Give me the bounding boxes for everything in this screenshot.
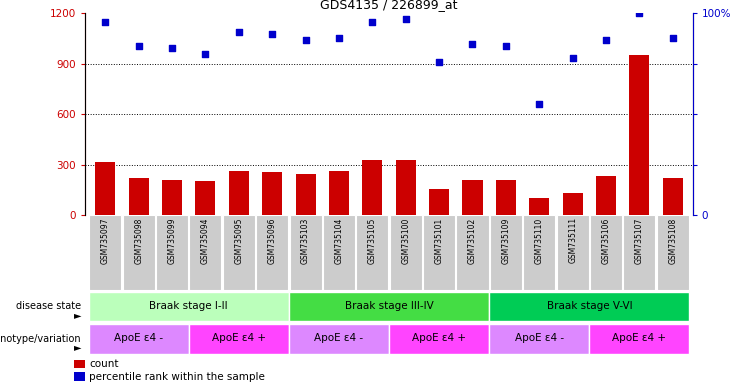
Point xyxy=(366,18,378,25)
Bar xyxy=(390,215,422,290)
Bar xyxy=(296,174,316,215)
Bar xyxy=(262,172,282,215)
Text: Braak stage III-IV: Braak stage III-IV xyxy=(345,301,433,311)
Point xyxy=(567,55,579,61)
Text: ►: ► xyxy=(74,342,82,353)
Bar xyxy=(490,215,522,290)
Bar xyxy=(562,193,582,215)
Bar xyxy=(662,178,682,215)
Point xyxy=(299,36,311,43)
Text: GSM735096: GSM735096 xyxy=(268,217,276,264)
Bar xyxy=(89,324,189,354)
Point xyxy=(99,18,111,25)
Text: GSM735102: GSM735102 xyxy=(468,217,477,263)
Bar xyxy=(423,215,455,290)
Text: GSM735100: GSM735100 xyxy=(401,217,411,264)
Point xyxy=(534,101,545,107)
Bar xyxy=(496,180,516,215)
Point xyxy=(667,35,679,41)
Text: GSM735101: GSM735101 xyxy=(435,217,444,263)
Point xyxy=(400,17,412,23)
Bar xyxy=(122,215,155,290)
Text: ApoE ε4 -: ApoE ε4 - xyxy=(314,333,364,343)
Title: GDS4135 / 226899_at: GDS4135 / 226899_at xyxy=(320,0,458,11)
Bar xyxy=(73,359,84,368)
Bar xyxy=(396,160,416,215)
Text: GSM735095: GSM735095 xyxy=(234,217,243,264)
Text: ApoE ε4 +: ApoE ε4 + xyxy=(212,333,266,343)
Text: GSM735105: GSM735105 xyxy=(368,217,377,264)
Point xyxy=(133,43,144,49)
Text: GSM735106: GSM735106 xyxy=(602,217,611,264)
Text: GSM735110: GSM735110 xyxy=(535,217,544,263)
Bar xyxy=(556,215,588,290)
Text: Braak stage V-VI: Braak stage V-VI xyxy=(547,301,632,311)
Bar xyxy=(190,215,222,290)
Bar xyxy=(129,178,149,215)
Bar xyxy=(589,324,689,354)
Bar xyxy=(356,215,388,290)
Bar xyxy=(96,162,116,215)
Text: GSM735109: GSM735109 xyxy=(502,217,511,264)
Bar xyxy=(456,215,488,290)
Text: ApoE ε4 +: ApoE ε4 + xyxy=(612,333,666,343)
Point xyxy=(634,10,645,17)
Bar xyxy=(596,176,616,215)
Text: GSM735104: GSM735104 xyxy=(334,217,343,264)
Bar xyxy=(189,324,289,354)
Bar xyxy=(256,215,288,290)
Bar xyxy=(289,291,489,321)
Bar xyxy=(162,180,182,215)
Point xyxy=(166,45,178,51)
Text: GSM735097: GSM735097 xyxy=(101,217,110,264)
Point xyxy=(233,28,245,35)
Bar xyxy=(529,198,549,215)
Point xyxy=(600,36,612,43)
Text: count: count xyxy=(89,359,119,369)
Text: GSM735094: GSM735094 xyxy=(201,217,210,264)
Text: GSM735099: GSM735099 xyxy=(167,217,176,264)
Bar xyxy=(223,215,255,290)
Bar xyxy=(657,215,689,290)
Bar xyxy=(329,170,349,215)
Bar xyxy=(462,180,482,215)
Text: genotype/variation: genotype/variation xyxy=(0,334,82,344)
Bar xyxy=(489,324,589,354)
Point xyxy=(500,43,512,49)
Text: percentile rank within the sample: percentile rank within the sample xyxy=(89,372,265,382)
Text: Braak stage I-II: Braak stage I-II xyxy=(150,301,228,311)
Point xyxy=(266,30,278,36)
Bar xyxy=(590,215,622,290)
Text: GSM735098: GSM735098 xyxy=(134,217,143,264)
Bar xyxy=(429,189,449,215)
Bar xyxy=(89,215,122,290)
Text: GSM735108: GSM735108 xyxy=(668,217,677,263)
Text: disease state: disease state xyxy=(16,301,82,311)
Point xyxy=(433,59,445,65)
Bar xyxy=(323,215,355,290)
Text: ApoE ε4 -: ApoE ε4 - xyxy=(515,333,564,343)
Bar xyxy=(362,160,382,215)
Text: GSM735111: GSM735111 xyxy=(568,217,577,263)
Bar xyxy=(73,372,84,381)
Text: ►: ► xyxy=(74,310,82,320)
Text: ApoE ε4 +: ApoE ε4 + xyxy=(412,333,466,343)
Bar xyxy=(289,324,389,354)
Point xyxy=(199,51,211,57)
Text: GSM735103: GSM735103 xyxy=(301,217,310,264)
Bar xyxy=(629,55,649,215)
Point xyxy=(333,35,345,41)
Text: GSM735107: GSM735107 xyxy=(635,217,644,264)
Bar xyxy=(229,171,249,215)
Bar xyxy=(489,291,689,321)
Point xyxy=(467,41,479,47)
Bar xyxy=(196,181,216,215)
Bar xyxy=(156,215,188,290)
Bar xyxy=(389,324,489,354)
Bar xyxy=(623,215,656,290)
Bar xyxy=(89,291,289,321)
Text: ApoE ε4 -: ApoE ε4 - xyxy=(114,333,163,343)
Bar xyxy=(290,215,322,290)
Bar xyxy=(523,215,555,290)
